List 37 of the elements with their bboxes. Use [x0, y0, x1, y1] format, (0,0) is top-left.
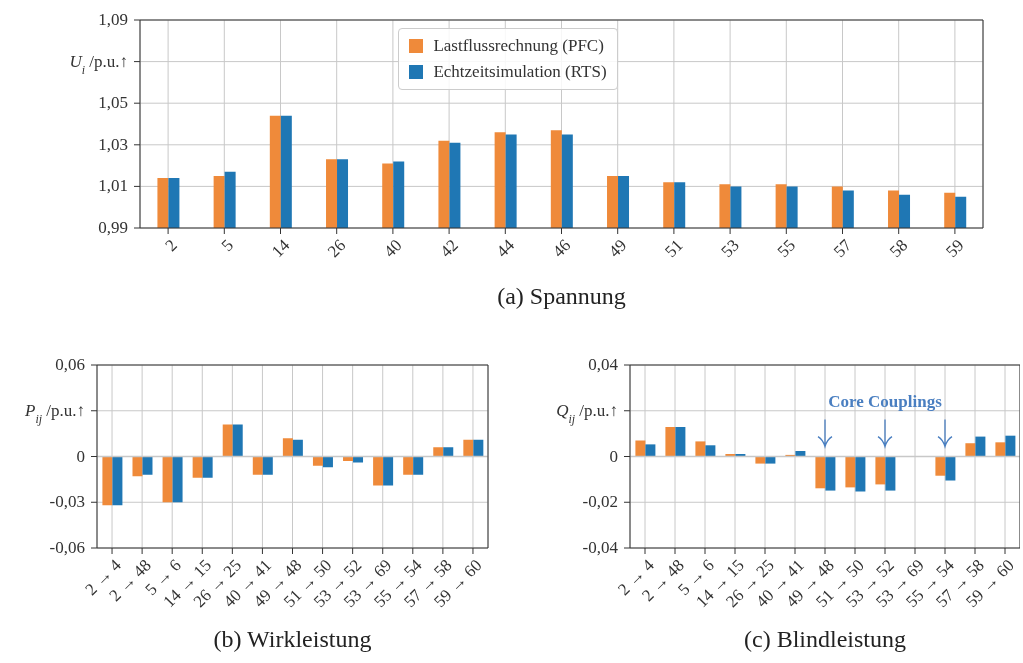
- y-tick-label: 1,09: [98, 10, 128, 29]
- text: (a) Spannung: [496, 283, 627, 310]
- x-tick-label: 40: [380, 235, 406, 262]
- x-tick-label: 26: [323, 235, 350, 262]
- x-tick-label: 58: [885, 235, 912, 262]
- y-axis-title: U$_{i}$ /p.u.↑: [69, 51, 128, 77]
- legend-label: Lastflussrechnung (PFC): [433, 35, 604, 57]
- y-tick-label: 1,05: [98, 93, 128, 113]
- x-tick-label: 2: [161, 235, 181, 256]
- y-tick-label: -0,02: [582, 492, 618, 512]
- x-tick-label: 59: [942, 235, 968, 262]
- x-tick-label: 57: [829, 235, 856, 262]
- annotation: Core Couplings: [828, 391, 943, 411]
- y-tick-label: 1,01: [98, 176, 128, 196]
- y-tick-label: 0: [76, 446, 85, 466]
- x-tick-label: 55: [773, 235, 800, 262]
- text: (c) Blindleistung: [743, 626, 907, 653]
- x-tick-label: 44: [492, 235, 519, 262]
- y-axis-title: P$_{ij}$ /p.u.↑: [24, 400, 85, 426]
- x-tick-label: 14: [267, 235, 294, 262]
- y-tick-label: 1,03: [98, 134, 128, 154]
- x-tick-label: 46: [548, 235, 575, 262]
- y-tick-label: 0,99: [98, 218, 128, 237]
- x-tick-label: 51: [661, 235, 687, 262]
- x-tick-label: 42: [436, 235, 462, 262]
- y-tick-label: 0: [609, 446, 618, 466]
- y-tick-label: 0,06: [55, 355, 85, 374]
- y-tick-label: 0,04: [588, 355, 619, 374]
- x-tick-label: 5: [217, 235, 238, 256]
- legend-label: Echtzeitsimulation (RTS): [433, 61, 607, 83]
- y-tick-label: -0,03: [49, 492, 85, 512]
- y-tick-label: -0,06: [49, 538, 85, 557]
- text: (b) Wirkleistung: [212, 626, 373, 653]
- y-axis-title: Q$_{ij}$ /p.u.↑: [556, 400, 618, 426]
- x-tick-label: 53: [717, 235, 743, 262]
- x-tick-label: 49: [604, 235, 631, 262]
- y-tick-label: -0,04: [582, 538, 619, 557]
